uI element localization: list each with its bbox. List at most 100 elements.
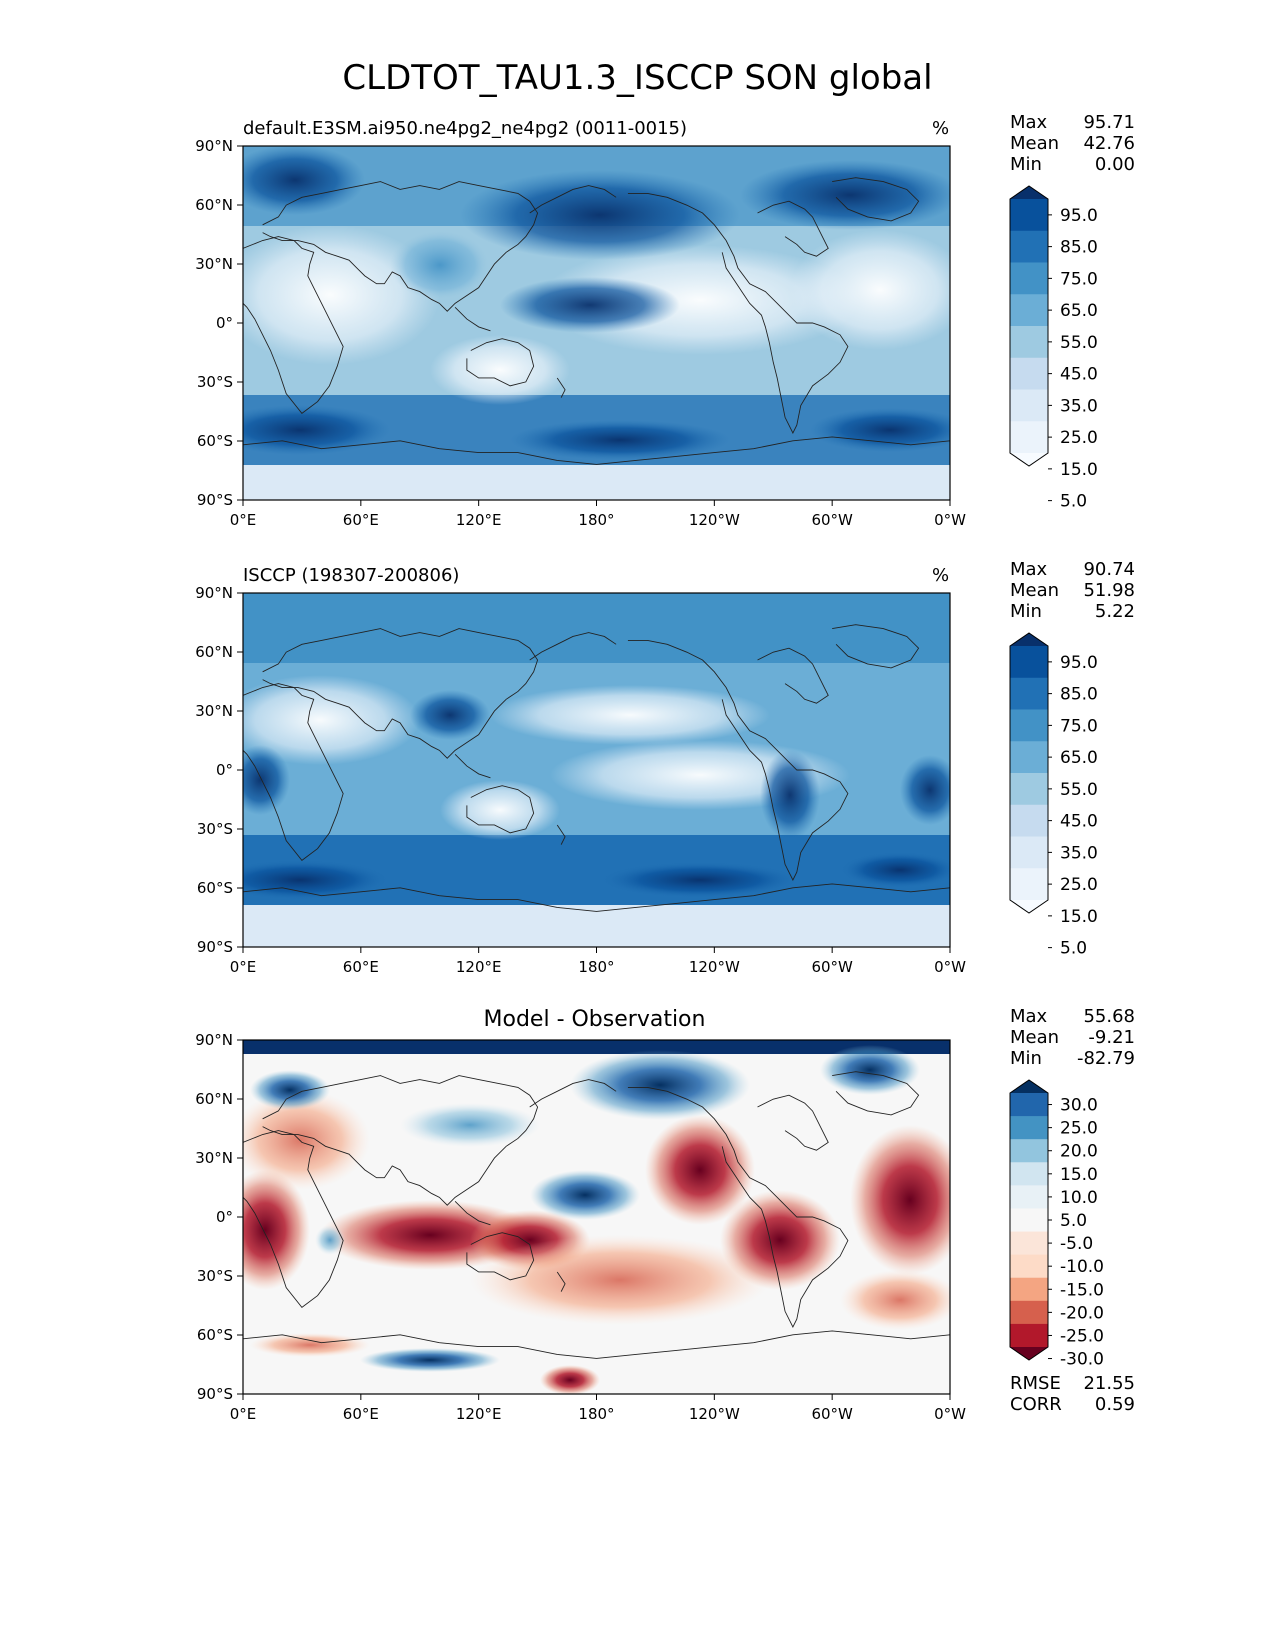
colorbar-tick-label: -30.0 (1060, 1350, 1104, 1370)
lat-tick-label: 30°S (197, 820, 233, 838)
lat-tick-label: 0° (216, 314, 233, 332)
colorbar-segment (1010, 836, 1048, 869)
colorbar-segment (1010, 1208, 1048, 1233)
lat-tick-label: 30°S (197, 1267, 233, 1285)
lat-tick-label: 30°N (195, 1149, 233, 1167)
colorbar-tick-label: 85.0 (1060, 685, 1098, 705)
colorbar-segment (1010, 357, 1048, 390)
colorbar-tick-label: 15.0 (1060, 460, 1098, 480)
colorbar-tick-label: 25.0 (1060, 428, 1098, 448)
colorbar-segment (1010, 741, 1048, 774)
colorbar-segment (1010, 804, 1048, 837)
colorbar-tick-label: 5.0 (1060, 1211, 1087, 1231)
colorbar-segment (1010, 199, 1048, 232)
colorbar-tick-label: 65.0 (1060, 748, 1098, 768)
colorbar-tick-label: -15.0 (1060, 1280, 1104, 1300)
colorbar-tick-label: 25.0 (1060, 875, 1098, 895)
lon-tick-label: 120°E (456, 1405, 502, 1423)
panel-1-map (243, 146, 950, 500)
lon-tick-label: 120°W (689, 958, 740, 976)
lon-tick-label: 60°E (343, 958, 379, 976)
colorbar-tick-label: 95.0 (1060, 206, 1098, 226)
colorbar-segment (1010, 389, 1048, 422)
colorbar-tick-label: 25.0 (1060, 1119, 1098, 1139)
colorbar-tick-label: -5.0 (1060, 1234, 1093, 1254)
lon-tick-label: 180° (578, 511, 614, 529)
colorbar-tick-label: 45.0 (1060, 365, 1098, 385)
lat-tick-label: 90°S (197, 1385, 233, 1403)
colorbar-extend-bottom (1010, 1347, 1048, 1360)
lat-tick-label: 90°S (197, 491, 233, 509)
colorbar-tick-label: 15.0 (1060, 1165, 1098, 1185)
lat-tick-label: 60°S (197, 879, 233, 897)
axis-ticks: 90°N 60°N 30°N 0° 30°S 60°S 90°S 0°E 60°E 120°E 18… (195, 137, 966, 1423)
lon-tick-label: 60°W (811, 1405, 853, 1423)
lat-tick-label: 0° (216, 1208, 233, 1226)
colorbar-extend-top (1010, 186, 1048, 199)
colorbar-segment (1010, 1277, 1048, 1302)
figure-title: CLDTOT_TAU1.3_ISCCP SON global (342, 58, 933, 98)
colorbar-segment (1010, 1185, 1048, 1209)
lon-tick-label: 180° (578, 958, 614, 976)
colorbar-tick-label: 75.0 (1060, 716, 1098, 736)
colorbar-extend-bottom (1010, 900, 1048, 913)
lon-tick-label: 0°E (230, 511, 257, 529)
colorbar-segment (1010, 1116, 1048, 1140)
lon-tick-label: 120°E (456, 958, 502, 976)
lat-tick-label: 60°N (195, 643, 233, 661)
lon-tick-label: 0°W (934, 511, 966, 529)
colorbar-segment (1010, 1139, 1048, 1163)
lat-tick-label: 90°N (195, 584, 233, 602)
lat-tick-label: 30°S (197, 373, 233, 391)
colorbar-segment (1010, 326, 1048, 359)
colorbar-segment (1010, 262, 1048, 295)
colorbar-tick-label: 5.0 (1060, 939, 1087, 959)
lat-tick-label: 90°S (197, 938, 233, 956)
colorbar-segment (1010, 1254, 1048, 1279)
panel-1-units: % (932, 118, 950, 139)
colorbar-tick-label: 55.0 (1060, 333, 1098, 353)
colorbar-tick-label: 95.0 (1060, 653, 1098, 673)
lon-tick-label: 0°E (230, 958, 257, 976)
colorbar-segment (1010, 1300, 1048, 1325)
colorbar-tick-label: -25.0 (1060, 1326, 1104, 1346)
lat-tick-label: 30°N (195, 702, 233, 720)
panel-2-map (243, 593, 950, 947)
colorbar-segment (1010, 1231, 1048, 1256)
colorbar-tick-label: -10.0 (1060, 1257, 1104, 1277)
colorbar-tick-label: 20.0 (1060, 1142, 1098, 1162)
panel-3-map (243, 1040, 950, 1394)
lat-tick-label: 60°S (197, 432, 233, 450)
colorbar-tick-label: -20.0 (1060, 1303, 1104, 1323)
panel-1-title: default.E3SM.ai950.ne4pg2_ne4pg2 (0011-0… (243, 118, 688, 139)
colorbar-outline (1009, 632, 1049, 914)
colorbar-tick-label: 10.0 (1060, 1188, 1098, 1208)
colorbar-tick-label: 45.0 (1060, 812, 1098, 832)
lat-tick-label: 60°N (195, 196, 233, 214)
lon-tick-label: 60°W (811, 511, 853, 529)
lon-tick-label: 0°E (230, 1405, 257, 1423)
colorbar-segment (1010, 1093, 1048, 1117)
panel-2-units: % (932, 565, 950, 586)
colorbar-tick-label: 5.0 (1060, 492, 1087, 512)
lon-tick-label: 120°W (689, 511, 740, 529)
colorbar-tick-label: 55.0 (1060, 780, 1098, 800)
colorbar-segment (1010, 294, 1048, 327)
lon-tick-label: 60°E (343, 1405, 379, 1423)
lon-tick-label: 120°W (689, 1405, 740, 1423)
colorbar-segment (1010, 1323, 1048, 1348)
colorbar-extend-top (1010, 633, 1048, 646)
panel-3-title: Model - Observation (483, 1007, 706, 1032)
lat-tick-label: 30°N (195, 255, 233, 273)
lat-tick-label: 60°N (195, 1090, 233, 1108)
lat-tick-label: 90°N (195, 137, 233, 155)
lat-tick-label: 60°S (197, 1326, 233, 1344)
colorbar-tick-label: 30.0 (1060, 1096, 1098, 1116)
colorbar-tick-label: 35.0 (1060, 396, 1098, 416)
colorbar-tick-label: 15.0 (1060, 907, 1098, 927)
colorbar-tick-label: 85.0 (1060, 238, 1098, 258)
lon-tick-label: 60°W (811, 958, 853, 976)
colorbar-tick-label: 75.0 (1060, 269, 1098, 289)
lon-tick-label: 180° (578, 1405, 614, 1423)
